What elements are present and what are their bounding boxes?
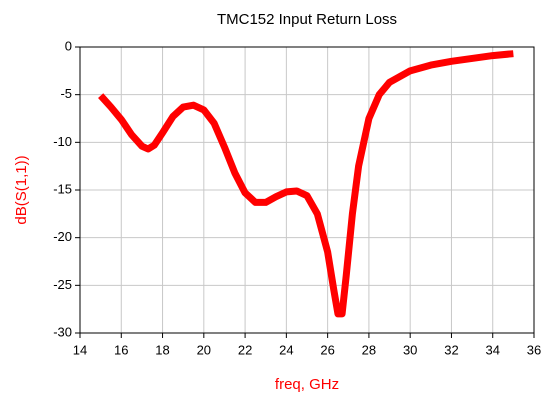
x-tick-label: 20	[197, 342, 211, 357]
y-tick-label: -30	[53, 324, 72, 339]
x-tick-label: 34	[485, 342, 499, 357]
x-tick-label: 28	[362, 342, 376, 357]
x-tick-label: 24	[279, 342, 293, 357]
x-tick-label: 36	[527, 342, 541, 357]
x-tick-label: 14	[73, 342, 87, 357]
y-tick-label: -10	[53, 134, 72, 149]
chart-title: TMC152 Input Return Loss	[217, 11, 397, 28]
x-tick-label: 30	[403, 342, 417, 357]
x-tick-label: 22	[238, 342, 252, 357]
x-tick-label: 18	[155, 342, 169, 357]
y-tick-label: 0	[65, 38, 72, 53]
x-tick-label: 32	[444, 342, 458, 357]
y-tick-label: -25	[53, 277, 72, 292]
y-tick-label: -5	[60, 86, 72, 101]
plot-frame	[79, 46, 535, 334]
y-tick-label: -15	[53, 181, 72, 196]
line	[98, 50, 514, 318]
x-axis-label: freq, GHz	[275, 376, 339, 393]
y-axis-label: dB(S(1,1))	[13, 155, 30, 224]
x-tick-label: 26	[320, 342, 334, 357]
y-tick-label: -20	[53, 229, 72, 244]
x-tick-label: 16	[114, 342, 128, 357]
